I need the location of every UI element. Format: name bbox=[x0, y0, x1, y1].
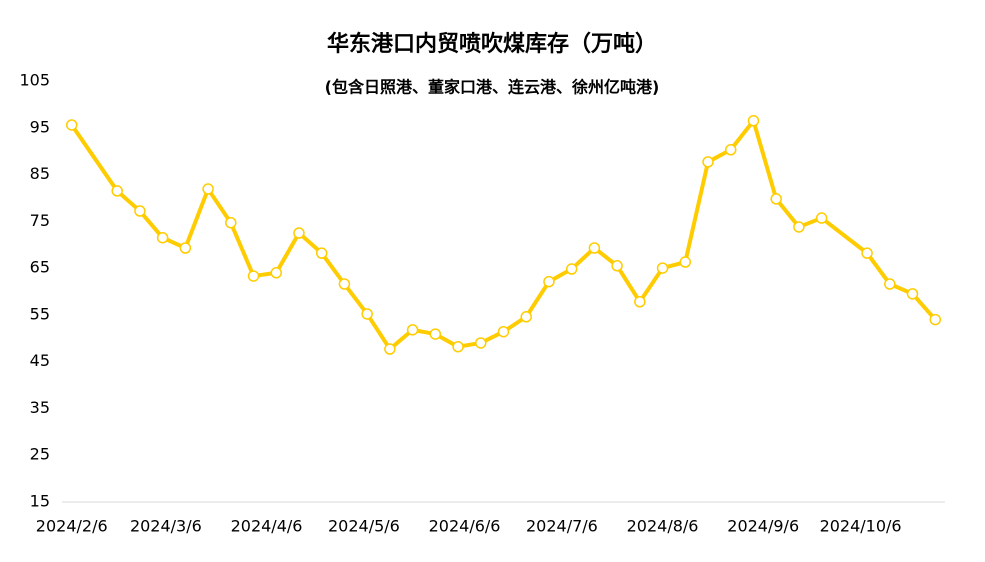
y-tick-label: 25 bbox=[30, 445, 50, 464]
marker bbox=[134, 205, 146, 217]
marker bbox=[724, 144, 737, 156]
x-tick-label: 2024/6/6 bbox=[429, 517, 501, 536]
marker bbox=[815, 212, 828, 224]
marker bbox=[384, 343, 396, 355]
x-tick-label: 2024/3/6 bbox=[130, 517, 202, 536]
chart-title: 华东港口内贸喷吹煤库存（万吨） bbox=[327, 31, 657, 57]
marker bbox=[247, 270, 260, 282]
marker bbox=[588, 242, 601, 254]
y-tick-label: 55 bbox=[30, 304, 50, 323]
marker bbox=[179, 242, 192, 254]
marker bbox=[293, 227, 305, 239]
marker bbox=[270, 267, 283, 279]
marker bbox=[406, 324, 419, 336]
x-tick-label: 2024/10/6 bbox=[820, 517, 902, 536]
y-tick-label: 105 bbox=[19, 71, 50, 90]
marker bbox=[156, 231, 169, 244]
y-tick-label: 45 bbox=[30, 351, 50, 370]
marker bbox=[906, 288, 919, 300]
marker bbox=[884, 278, 896, 290]
marker bbox=[929, 313, 942, 326]
marker bbox=[361, 308, 373, 320]
marker bbox=[497, 325, 510, 338]
marker bbox=[611, 260, 623, 272]
y-tick-label: 75 bbox=[30, 211, 50, 230]
marker bbox=[679, 256, 692, 268]
y-tick-label: 85 bbox=[30, 164, 50, 183]
line bbox=[69, 118, 938, 352]
x-tick-label: 2024/5/6 bbox=[328, 517, 400, 536]
x-tick-label: 2024/4/6 bbox=[231, 517, 303, 536]
marker bbox=[429, 328, 442, 340]
marker bbox=[634, 296, 646, 308]
chart-subtitle: (包含日照港、董家口港、连云港、徐州亿吨港) bbox=[325, 78, 660, 97]
marker bbox=[111, 185, 123, 197]
marker bbox=[702, 156, 714, 168]
marker bbox=[656, 262, 669, 274]
x-tick-label: 2024/8/6 bbox=[627, 517, 699, 536]
y-tick-label: 95 bbox=[30, 117, 50, 136]
x-tick-label: 2024/7/6 bbox=[526, 517, 598, 536]
marker bbox=[202, 183, 214, 195]
marker bbox=[520, 311, 532, 323]
marker bbox=[65, 119, 78, 131]
marker bbox=[338, 278, 351, 290]
y-tick-label: 65 bbox=[30, 258, 50, 277]
marker bbox=[452, 340, 464, 353]
marker bbox=[793, 221, 805, 233]
marker bbox=[315, 247, 328, 259]
y-tick-label: 15 bbox=[30, 492, 50, 511]
marker bbox=[543, 275, 555, 288]
x-tick-label: 2024/9/6 bbox=[727, 517, 799, 536]
y-tick-label: 35 bbox=[30, 398, 50, 417]
x-tick-label: 2024/2/6 bbox=[36, 517, 108, 536]
marker bbox=[770, 193, 782, 205]
marker bbox=[747, 115, 760, 127]
marker bbox=[475, 337, 487, 349]
marker bbox=[225, 216, 237, 229]
marker bbox=[861, 247, 873, 259]
marker bbox=[565, 263, 578, 275]
